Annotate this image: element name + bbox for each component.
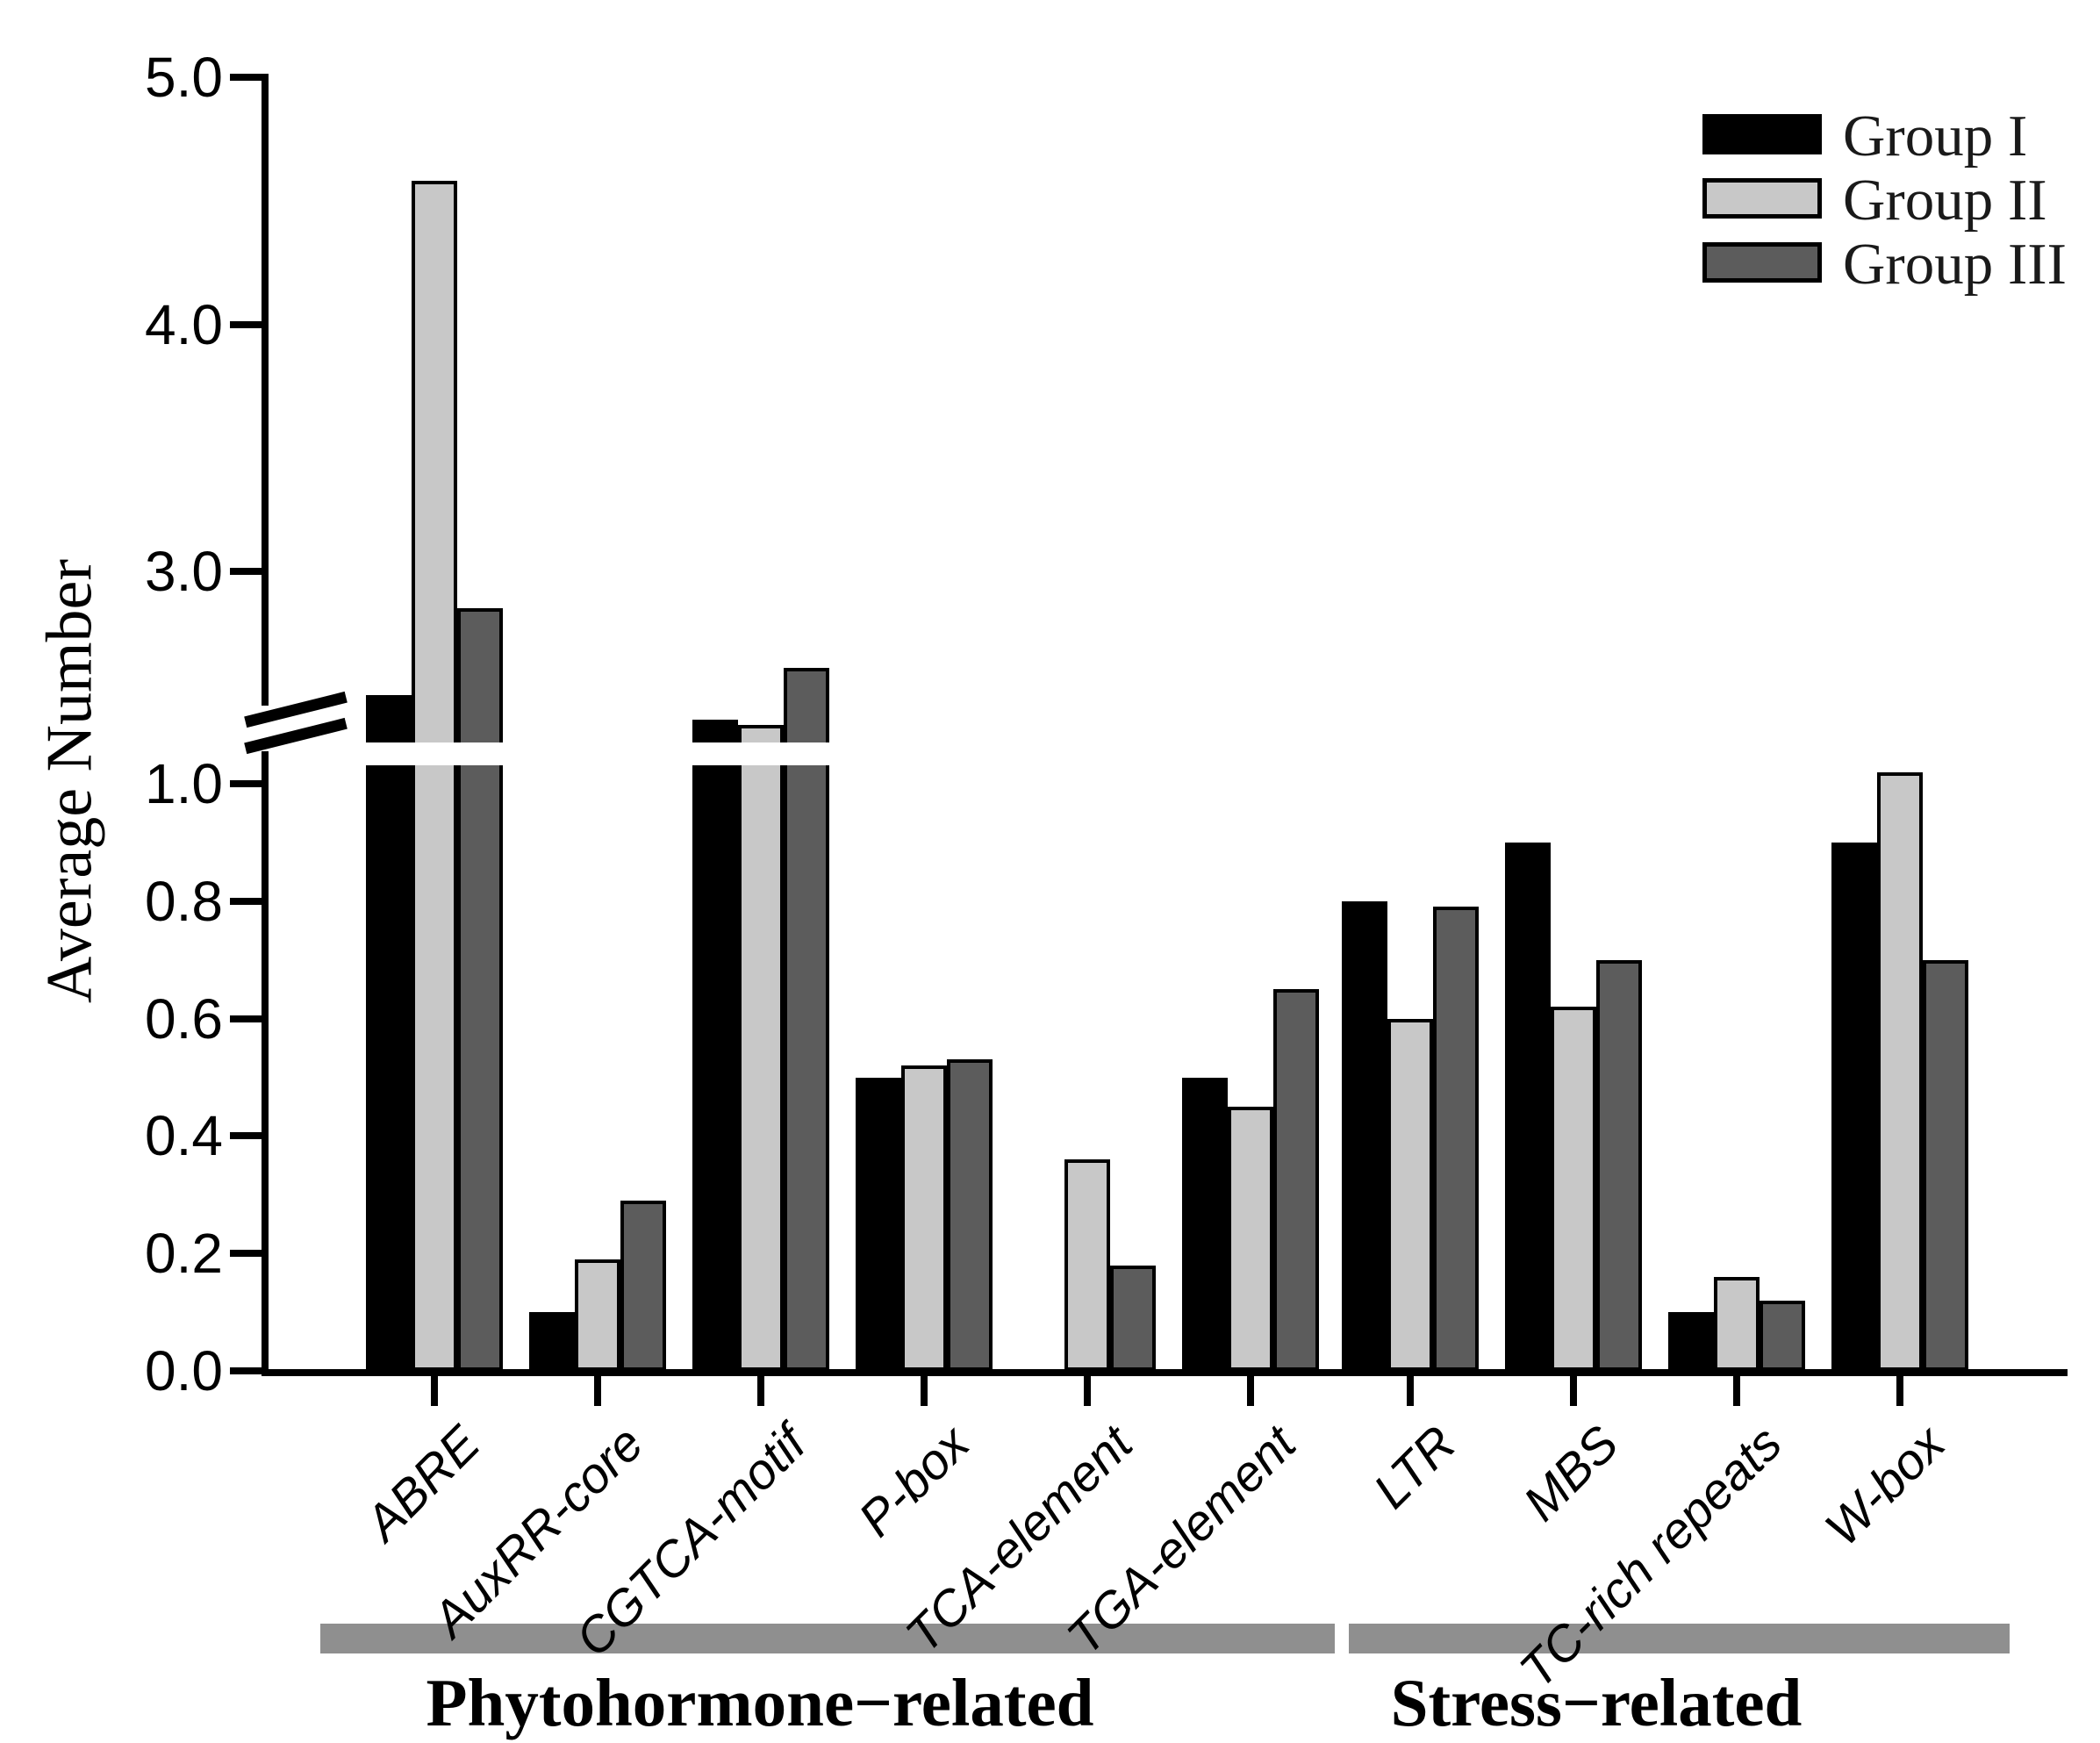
y-tick-label-1.0: 1.0	[145, 752, 223, 815]
y-tick-3.0	[230, 568, 263, 575]
bar-TGA-element-Group-III	[1273, 989, 1319, 1371]
bar-AuxRR-core-Group-II	[575, 1259, 620, 1371]
y-tick-0.4	[230, 1132, 263, 1139]
bar-LTR-Group-I	[1342, 901, 1387, 1371]
y-tick-5.0	[230, 74, 263, 81]
y-tick-label-0.4: 0.4	[145, 1104, 223, 1167]
category-label-ABRE: ABRE	[354, 1415, 491, 1552]
y-tick-0.0	[230, 1367, 263, 1374]
legend-swatch-group-2	[1702, 178, 1822, 219]
x-tick-MBS	[1570, 1376, 1577, 1406]
y-tick-0.8	[230, 898, 263, 905]
y-tick-1.0	[230, 780, 263, 787]
bar-P-box-Group-II	[901, 1065, 947, 1371]
section-label-stress: Stress−related	[1390, 1665, 1803, 1740]
bar-P-box-Group-I	[856, 1078, 901, 1371]
legend-label-group-2: Group II	[1843, 168, 2047, 233]
y-tick-4.0	[230, 321, 263, 328]
x-axis-line	[262, 1369, 2068, 1376]
bar-TC-rich-repeats-Group-III	[1760, 1301, 1805, 1371]
y-tick-label-5.0: 5.0	[145, 46, 223, 109]
y-tick-label-0.2: 0.2	[145, 1222, 223, 1285]
bar-ABRE-Group-III	[457, 608, 503, 1371]
bar-W-box-Group-I	[1831, 843, 1877, 1371]
x-tick-W-box	[1896, 1376, 1903, 1406]
y-tick-label-0.6: 0.6	[145, 987, 223, 1051]
category-label-W-box: W-box	[1814, 1415, 1956, 1557]
y-tick-0.2	[230, 1250, 263, 1257]
bar-W-box-Group-II	[1877, 772, 1923, 1371]
bar-TC-rich-repeats-Group-II	[1714, 1277, 1760, 1371]
bar-TC-rich-repeats-Group-I	[1668, 1312, 1714, 1371]
bar-ABRE-Group-I	[366, 695, 412, 1371]
y-tick-label-4.0: 4.0	[145, 293, 223, 356]
x-tick-TGA-element	[1247, 1376, 1254, 1406]
bar-P-box-Group-III	[947, 1059, 993, 1371]
bar-MBS-Group-III	[1596, 960, 1642, 1371]
x-tick-LTR	[1407, 1376, 1414, 1406]
bar-TCA-element-Group-II	[1064, 1159, 1110, 1371]
category-label-LTR: LTR	[1362, 1415, 1466, 1520]
bar-LTR-Group-II	[1387, 1019, 1433, 1371]
x-tick-P-box	[921, 1376, 928, 1406]
y-tick-label-0.8: 0.8	[145, 870, 223, 933]
bar-TGA-element-Group-I	[1182, 1078, 1228, 1371]
bar-CGTCA-motif-Group-I	[692, 720, 738, 1371]
x-tick-AuxRR-core	[594, 1376, 601, 1406]
axis-break-gap-band	[274, 742, 2069, 765]
legend-swatch-group-1	[1702, 114, 1822, 154]
section-bar-stress	[1349, 1624, 2010, 1653]
bar-TGA-element-Group-II	[1228, 1107, 1273, 1371]
bar-LTR-Group-III	[1433, 907, 1479, 1371]
x-tick-TCA-element	[1084, 1376, 1091, 1406]
bar-TCA-element-Group-III	[1110, 1266, 1156, 1371]
bar-ABRE-Group-II	[412, 181, 457, 1371]
legend-label-group-1: Group I	[1843, 104, 2028, 169]
section-bar-phytohormone	[320, 1624, 1335, 1653]
bar-AuxRR-core-Group-III	[620, 1201, 666, 1371]
section-label-phytohormone: Phytohormone−related	[426, 1665, 1094, 1740]
bar-AuxRR-core-Group-I	[529, 1312, 575, 1371]
y-tick-label-0.0: 0.0	[145, 1339, 223, 1402]
legend-swatch-group-3	[1702, 242, 1822, 283]
x-tick-ABRE	[431, 1376, 438, 1406]
y-tick-0.6	[230, 1015, 263, 1022]
x-tick-TC-rich-repeats	[1733, 1376, 1740, 1406]
bar-MBS-Group-I	[1505, 843, 1551, 1371]
x-tick-CGTCA-motif	[757, 1376, 764, 1406]
category-label-P-box: P-box	[848, 1415, 980, 1548]
category-label-MBS: MBS	[1513, 1415, 1630, 1532]
y-tick-label-3.0: 3.0	[145, 540, 223, 603]
bar-W-box-Group-III	[1923, 960, 1968, 1371]
legend-label-group-3: Group III	[1843, 232, 2067, 297]
bar-CGTCA-motif-Group-III	[784, 668, 829, 1371]
bar-CGTCA-motif-Group-II	[738, 725, 784, 1371]
bar-MBS-Group-II	[1551, 1007, 1596, 1371]
